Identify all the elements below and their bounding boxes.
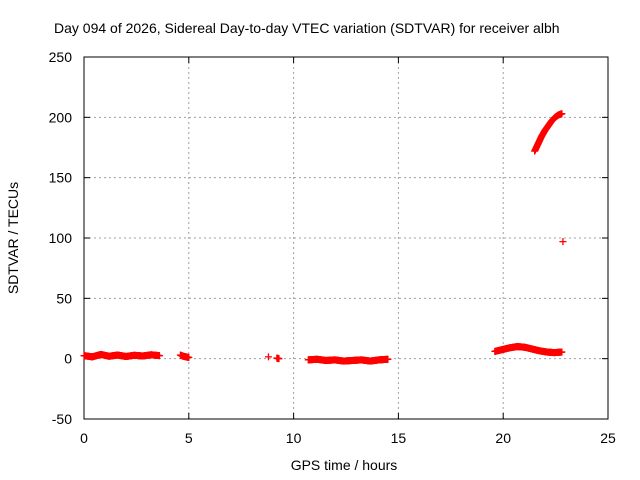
y-tick-label: 50 bbox=[56, 290, 72, 306]
y-tick-label: 0 bbox=[64, 351, 72, 367]
x-tick-label: 0 bbox=[80, 430, 88, 446]
x-axis-label: GPS time / hours bbox=[291, 457, 398, 473]
x-tick-label: 20 bbox=[495, 430, 511, 446]
x-tick-label: 25 bbox=[600, 430, 616, 446]
data-point bbox=[185, 353, 193, 361]
data-point bbox=[264, 353, 272, 361]
data-points bbox=[80, 110, 567, 365]
y-tick-label: -50 bbox=[52, 411, 72, 427]
y-axis-label: SDTVAR / TECUs bbox=[5, 182, 21, 294]
data-point bbox=[155, 352, 163, 360]
y-tick-label: 100 bbox=[49, 230, 73, 246]
x-tick-label: 10 bbox=[286, 430, 302, 446]
data-point bbox=[275, 355, 283, 363]
x-tick-label: 5 bbox=[185, 430, 193, 446]
x-tick-label: 15 bbox=[391, 430, 407, 446]
grid bbox=[84, 57, 608, 419]
axis-ticks: 0 5 10 15 20 25 -50 0 50 100 150 200 250 bbox=[49, 49, 616, 446]
chart-title: Day 094 of 2026, Sidereal Day-to-day VTE… bbox=[54, 20, 560, 36]
y-tick-label: 250 bbox=[49, 49, 73, 65]
data-point bbox=[558, 110, 566, 118]
data-point bbox=[558, 348, 566, 356]
y-tick-label: 150 bbox=[49, 170, 73, 186]
data-point bbox=[384, 355, 392, 363]
y-tick-label: 200 bbox=[49, 109, 73, 125]
data-point bbox=[559, 238, 567, 246]
